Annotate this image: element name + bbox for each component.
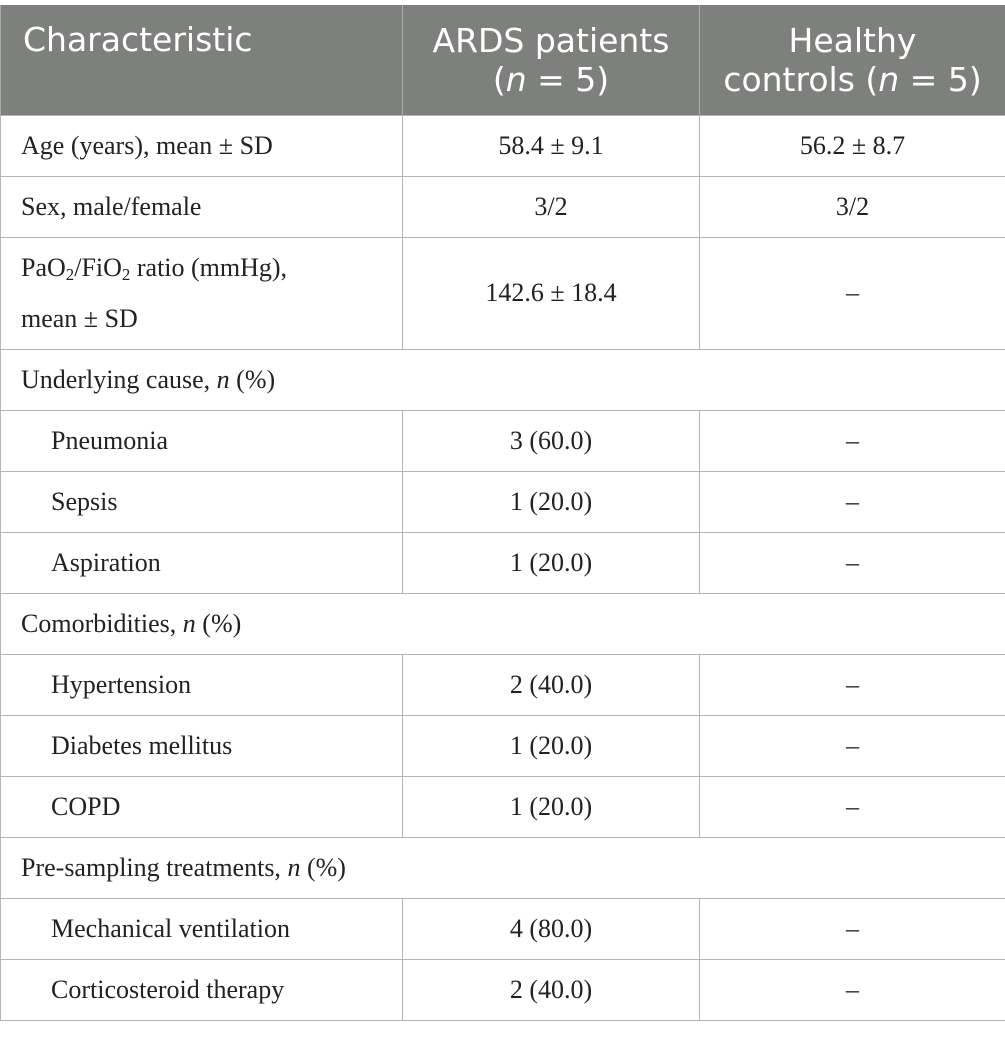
healthy-value: – — [699, 897, 1005, 960]
section-pct: (%) — [300, 852, 346, 882]
section-text: Comorbidities, — [21, 608, 183, 638]
table-row-sex: Sex, male/female 3/2 3/2 — [0, 175, 1005, 238]
table-row-pneumonia: Pneumonia 3 (60.0) – — [0, 409, 1005, 472]
fio-sub: 2 — [121, 264, 131, 284]
row-label: Mechanical ventilation — [0, 897, 403, 960]
healthy-value: – — [699, 531, 1005, 594]
ards-value: 1 (20.0) — [402, 775, 700, 838]
table-row-aspiration: Aspiration 1 (20.0) – — [0, 531, 1005, 594]
header-row: Characteristic ARDS patients (n = 5) Heal… — [0, 5, 1005, 115]
row-label: Sex, male/female — [0, 175, 403, 238]
row-label: Sepsis — [0, 470, 403, 533]
section-label-cause: Underlying cause, n (%) — [0, 348, 1005, 411]
table-row-pao2-fio2: PaO2/FiO2 ratio (mmHg), mean ± SD 142.6 ±… — [0, 236, 1005, 350]
header-healthy-n: n — [878, 59, 900, 99]
ards-value: 4 (80.0) — [402, 897, 700, 960]
section-label-treatments: Pre-sampling treatments, n (%) — [0, 836, 1005, 899]
healthy-value: 56.2 ± 8.7 — [699, 114, 1005, 177]
table-header: Characteristic ARDS patients (n = 5) Heal… — [0, 5, 1005, 115]
table-body: Age (years), mean ± SD 58.4 ± 9.1 56.2 ±… — [0, 114, 1005, 1021]
table-row-mechanical-ventilation: Mechanical ventilation 4 (80.0) – — [0, 897, 1005, 960]
healthy-value: – — [699, 470, 1005, 533]
healthy-value: – — [699, 958, 1005, 1021]
row-label: PaO2/FiO2 ratio (mmHg), mean ± SD — [0, 236, 403, 350]
header-ards-n: n — [505, 59, 527, 99]
ards-value: 3 (60.0) — [402, 409, 700, 472]
pao-sub: 2 — [65, 264, 75, 284]
section-n: n — [216, 364, 230, 394]
row-label: Pneumonia — [0, 409, 403, 472]
table-row-copd: COPD 1 (20.0) – — [0, 775, 1005, 838]
ratio-text: ratio (mmHg), — [130, 252, 288, 282]
row-label: COPD — [0, 775, 403, 838]
section-pct: (%) — [195, 608, 242, 638]
table-row-diabetes: Diabetes mellitus 1 (20.0) – — [0, 714, 1005, 777]
row-label: Diabetes mellitus — [0, 714, 403, 777]
row-label: Age (years), mean ± SD — [0, 114, 403, 177]
section-text: Underlying cause, — [21, 364, 217, 394]
row-label: Aspiration — [0, 531, 403, 594]
healthy-value: – — [699, 775, 1005, 838]
ards-value: 2 (40.0) — [402, 653, 700, 716]
row-label: Corticosteroid therapy — [0, 958, 403, 1021]
ards-value: 1 (20.0) — [402, 531, 700, 594]
ards-value: 1 (20.0) — [402, 470, 700, 533]
healthy-value: 3/2 — [699, 175, 1005, 238]
header-ards-open: ( — [492, 59, 506, 99]
table-row-age: Age (years), mean ± SD 58.4 ± 9.1 56.2 ±… — [0, 114, 1005, 177]
ards-value: 142.6 ± 18.4 — [402, 236, 700, 350]
table-row-section-treatments: Pre-sampling treatments, n (%) — [0, 836, 1005, 899]
characteristics-table: Characteristic ARDS patients (n = 5) Heal… — [0, 5, 1005, 1021]
mean-sd-text: mean ± SD — [21, 303, 138, 333]
header-ards-count: = 5) — [526, 59, 610, 99]
header-healthy-line1: Healthy — [788, 20, 917, 60]
table-row-corticosteroid: Corticosteroid therapy 2 (40.0) – — [0, 958, 1005, 1021]
header-characteristic: Characteristic — [0, 5, 403, 115]
ards-value: 2 (40.0) — [402, 958, 700, 1021]
ards-value: 58.4 ± 9.1 — [402, 114, 700, 177]
section-label-comorbidities: Comorbidities, n (%) — [0, 592, 1005, 655]
table-row-section-comorbidities: Comorbidities, n (%) — [0, 592, 1005, 655]
healthy-value: – — [699, 714, 1005, 777]
table-row-sepsis: Sepsis 1 (20.0) – — [0, 470, 1005, 533]
header-ards-patients: ARDS patients (n = 5) — [402, 5, 700, 115]
section-n: n — [182, 608, 196, 638]
section-n: n — [287, 852, 301, 882]
header-ards-line1: ARDS patients — [432, 20, 670, 60]
section-text: Pre-sampling treatments, — [21, 852, 288, 882]
healthy-value: – — [699, 409, 1005, 472]
header-healthy-count: = 5) — [899, 59, 982, 99]
header-healthy-controls: Healthy controls (n = 5) — [699, 5, 1005, 115]
table-row-section-cause: Underlying cause, n (%) — [0, 348, 1005, 411]
table-row-hypertension: Hypertension 2 (40.0) – — [0, 653, 1005, 716]
row-label: Hypertension — [0, 653, 403, 716]
healthy-value: – — [699, 653, 1005, 716]
header-characteristic-text: Characteristic — [23, 20, 253, 59]
fio-text: /FiO — [74, 252, 122, 282]
section-pct: (%) — [229, 364, 276, 394]
ards-value: 1 (20.0) — [402, 714, 700, 777]
pao-text: PaO — [21, 252, 66, 282]
ards-value: 3/2 — [402, 175, 700, 238]
header-healthy-line2: controls ( — [723, 59, 879, 99]
healthy-value: – — [699, 236, 1005, 350]
